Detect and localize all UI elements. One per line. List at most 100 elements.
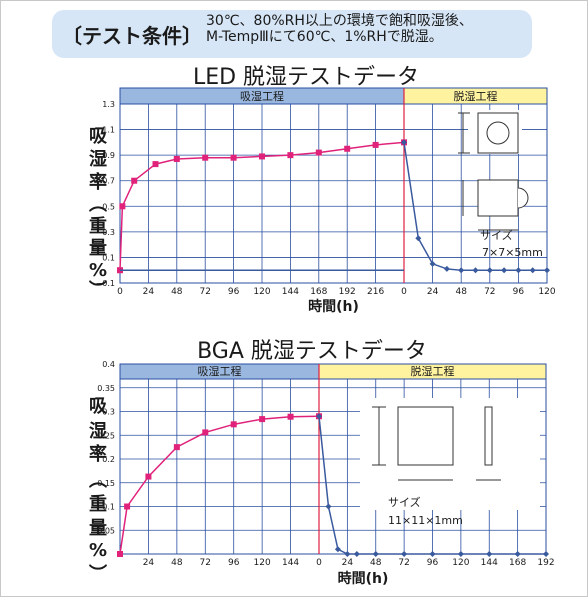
bga-absorb-point [287, 413, 294, 420]
led-y-tick-label: 0.9 [102, 151, 115, 160]
led-desorb-point [429, 260, 436, 267]
bga-absorb-band-label: 吸湿工程 [198, 365, 242, 378]
led-absorb-point [173, 155, 180, 162]
led-x-tick-label: 24 [427, 287, 439, 297]
bga-x-tick-label: 0 [316, 558, 322, 568]
bga-x-tick-label: 96 [228, 558, 240, 568]
led-absorb-point [152, 161, 159, 168]
led-absorb-point [230, 154, 237, 161]
led-absorb-band-label: 吸湿工程 [240, 90, 284, 103]
led-chart-title: LED 脱湿テストデータ [193, 65, 419, 90]
bga-x-tick-label: 48 [171, 558, 183, 568]
led-x-tick-label: 48 [171, 287, 183, 297]
bga-size-value: 11×11×1mm [388, 514, 463, 527]
bga-absorb-point [124, 503, 131, 510]
bga-x-tick-label: 24 [342, 558, 354, 568]
led-y-axis-label-char: % [89, 260, 107, 281]
led-y-axis-label-char: ︵ [89, 194, 107, 215]
bga-absorb-point [230, 421, 237, 428]
led-y-tick-label: 0.1 [102, 253, 115, 262]
test-condition-box [52, 10, 532, 58]
led-y-axis-label-char: 湿 [89, 149, 107, 170]
led-desorb-point [544, 267, 550, 274]
bga-desorb-line [318, 416, 546, 555]
led-desorb-point [501, 267, 508, 274]
led-size-label: サイズ [480, 228, 513, 242]
bga-chart-title: BGA 脱湿テストデータ [197, 339, 427, 364]
led-absorb-point [131, 177, 138, 184]
bga-x-tick-label: 144 [481, 558, 498, 568]
led-y-tick-label: −0.1 [96, 279, 115, 288]
led-x-tick-label: 72 [484, 287, 495, 297]
bga-size-label: サイズ [388, 495, 421, 509]
bga-x-tick-label: 192 [537, 558, 554, 568]
led-y-tick-label: 0.3 [102, 228, 115, 237]
bga-package-diagram [360, 398, 540, 510]
led-x-tick-label: 168 [310, 287, 327, 297]
led-package-diagram [458, 110, 529, 231]
bga-desorb-point [543, 551, 549, 557]
test-condition-label: 〔テスト条件〕 [62, 24, 202, 48]
led-y-tick-label: 0.7 [102, 177, 115, 186]
bga-y-tick-label: 0.35 [97, 384, 115, 393]
led-y-axis-label-char: 重 [89, 215, 107, 237]
led-y-tick-label: 1.1 [102, 126, 115, 135]
led-y-axis-label-char: 吸 [89, 126, 108, 147]
led-x-tick-label: 144 [282, 287, 299, 297]
bga-y-tick-label: 0.05 [97, 526, 115, 535]
bga-y-tick-label: 0.3 [102, 408, 115, 417]
bga-package-top-view [397, 406, 454, 466]
led-desorb-point [401, 139, 407, 146]
led-absorb-point [344, 145, 351, 152]
bga-y-axis-label-char: 湿 [89, 421, 107, 442]
bga-y-axis-label-char: 重 [89, 493, 107, 515]
bga-desorb-point [514, 551, 521, 557]
led-x-tick-label: 0 [117, 287, 123, 297]
led-absorb-point [315, 149, 322, 156]
bga-y-axis-label-char: % [89, 540, 107, 561]
led-desorb-point [415, 235, 422, 242]
bga-desorb-point [457, 551, 464, 557]
bga-x-tick-label: 48 [370, 558, 382, 568]
bga-y-axis-label-char: 吸 [89, 396, 108, 417]
bga-x-tick-label: 72 [398, 558, 409, 568]
bga-absorb-line [119, 415, 320, 555]
led-x-tick-label: 24 [143, 287, 155, 297]
led-absorb-point [372, 141, 379, 148]
led-absorb-point [259, 153, 265, 160]
led-desorb-band-label: 脱湿工程 [454, 89, 498, 103]
bga-desorb-band-label: 脱湿工程 [411, 364, 455, 378]
led-x-tick-label: 48 [455, 287, 467, 297]
bga-desorb-point [316, 413, 322, 420]
led-y-axis-label-char: 率 [89, 171, 107, 193]
led-desorb-point [529, 267, 536, 274]
bga-desorb-point [344, 551, 351, 557]
bga-x-tick-label: 120 [254, 558, 271, 568]
led-x-tick-label: 120 [538, 287, 555, 297]
led-absorb-point [287, 152, 294, 159]
bga-y-tick-label: 0.25 [97, 431, 115, 440]
bga-x-axis-label: 時間(h) [338, 570, 389, 587]
led-y-tick-label: 0.5 [102, 202, 115, 211]
bga-y-tick-label: 0.1 [102, 503, 115, 512]
led-desorb-point [458, 267, 465, 274]
bga-x-tick-label: 96 [427, 558, 439, 568]
bga-desorb-point [334, 546, 341, 553]
bga-absorb-point [173, 444, 180, 451]
led-x-tick-label: 0 [401, 287, 407, 297]
bga-x-tick-label: 120 [452, 558, 469, 568]
led-desorb-point [486, 267, 493, 274]
bga-x-tick-label: 168 [509, 558, 526, 568]
bga-y-axis-label-char: 量 [89, 517, 107, 539]
led-y-axis-label-char: ︶ [89, 279, 107, 301]
bga-x-tick-label: 144 [282, 558, 299, 568]
bga-absorb-point [202, 429, 209, 436]
bga-desorb-point [353, 551, 360, 557]
bga-desorb-point [486, 551, 493, 557]
led-x-axis-label: 時間(h) [308, 298, 359, 315]
led-y-tick-label: 1.3 [102, 100, 115, 109]
bga-package-side-view [484, 406, 493, 466]
bga-x-tick-label: 24 [143, 558, 155, 568]
bga-x-tick-label: 72 [200, 558, 211, 568]
